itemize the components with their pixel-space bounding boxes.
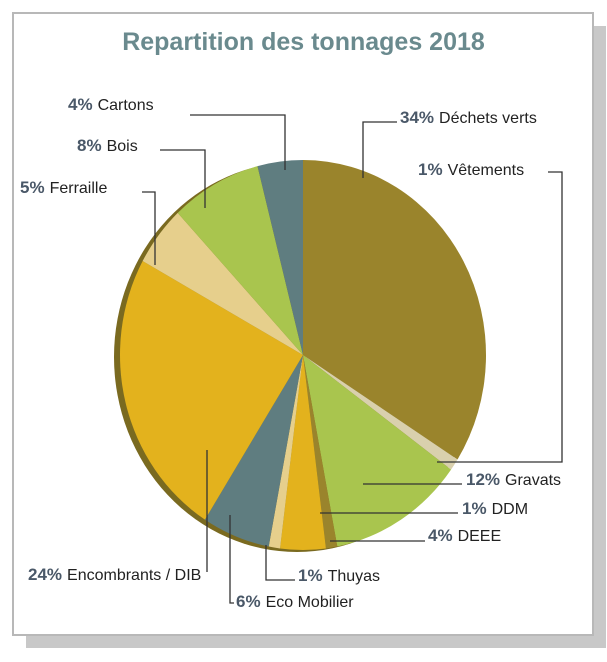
leader-line bbox=[265, 545, 295, 581]
slice-label: 24% Encombrants / DIB bbox=[28, 566, 203, 585]
pie-slice bbox=[303, 355, 452, 547]
chart-title: Repartition des tonnages 2018 bbox=[122, 28, 485, 56]
slice-category-label: Thuyas bbox=[327, 568, 381, 585]
slice-label: 1% Thuyas bbox=[298, 566, 380, 586]
slice-label: 4% DEEE bbox=[428, 526, 501, 546]
slice-label: 34% Déchets verts bbox=[400, 108, 537, 128]
slice-category-label: Cartons bbox=[97, 97, 154, 114]
slice-label: 6% Eco Mobilier bbox=[236, 592, 354, 612]
slice-category-label: Eco Mobilier bbox=[265, 594, 354, 611]
pie-slice bbox=[257, 160, 303, 355]
leader-line bbox=[437, 171, 563, 463]
leader-line bbox=[160, 149, 206, 208]
pie-slice bbox=[177, 166, 303, 355]
leader-line bbox=[362, 121, 397, 178]
slice-label: 1% Vêtements bbox=[418, 160, 524, 180]
pie-slice bbox=[303, 355, 458, 470]
pie-slice bbox=[204, 355, 303, 547]
slice-label: 1% DDM bbox=[462, 499, 528, 519]
slice-category-label: Bois bbox=[106, 138, 138, 155]
slice-category-label: Gravats bbox=[505, 472, 562, 489]
slice-category-label: DEEE bbox=[457, 528, 502, 545]
slice-value-label: 8% bbox=[77, 136, 102, 155]
slice-category-label: Vêtements bbox=[447, 162, 525, 179]
pie-slice bbox=[280, 355, 326, 550]
slice-category-label: Ferraille bbox=[49, 180, 108, 197]
slice-value-label: 5% bbox=[20, 178, 45, 197]
slice-value-label: 24% bbox=[28, 565, 63, 584]
slice-value-label: 1% bbox=[418, 160, 443, 179]
pie-slice bbox=[142, 212, 303, 355]
slice-category-label: Encombrants / DIB bbox=[67, 567, 202, 584]
pie-slice bbox=[303, 355, 338, 549]
slice-value-label: 1% bbox=[462, 499, 487, 518]
leader-line bbox=[229, 515, 234, 604]
slice-value-label: 4% bbox=[428, 526, 453, 545]
slice-value-label: 34% bbox=[400, 108, 435, 127]
slice-label: 8% Bois bbox=[77, 136, 138, 156]
leader-line bbox=[190, 114, 286, 170]
slice-category-label: Déchets verts bbox=[439, 110, 537, 127]
slice-label: 12% Gravats bbox=[466, 470, 561, 490]
slice-label: 4% Cartons bbox=[68, 95, 154, 115]
slice-value-label: 4% bbox=[68, 95, 93, 114]
slice-label: 5% Ferraille bbox=[20, 178, 107, 198]
leader-line bbox=[142, 191, 156, 265]
slice-category-label: DDM bbox=[491, 501, 529, 518]
pie-slice bbox=[268, 355, 303, 549]
pie-slice bbox=[119, 261, 303, 520]
slice-value-label: 1% bbox=[298, 566, 323, 585]
slice-value-label: 12% bbox=[466, 470, 501, 489]
pie-slice bbox=[303, 160, 486, 460]
slice-value-label: 6% bbox=[236, 592, 261, 611]
